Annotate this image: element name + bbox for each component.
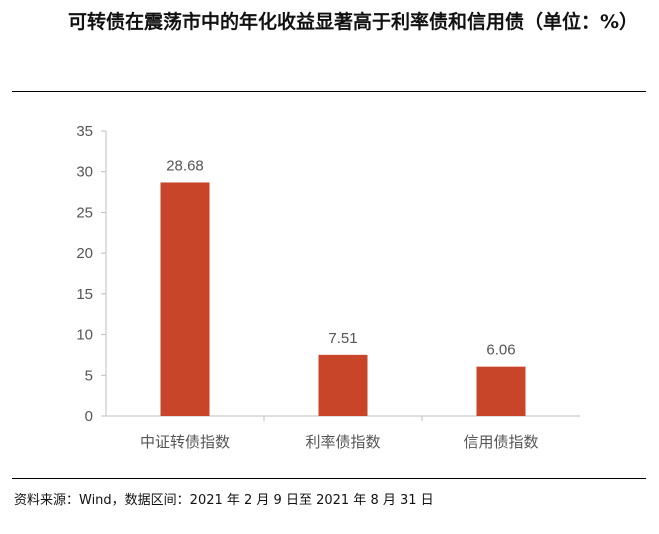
data-label: 28.68 <box>166 157 204 174</box>
y-tick-label: 0 <box>85 408 93 425</box>
bar <box>476 366 526 416</box>
chart-title: 可转债在震荡市中的年化收益显著高于利率债和信用债（单位：%） <box>68 11 639 33</box>
data-label: 7.51 <box>328 330 357 347</box>
y-tick-label: 30 <box>76 164 93 181</box>
y-tick-label: 15 <box>76 286 93 303</box>
data-label: 6.06 <box>486 342 515 359</box>
x-category-label: 中证转债指数 <box>140 433 230 451</box>
y-tick-label: 5 <box>85 367 93 384</box>
x-category-label: 信用债指数 <box>463 433 538 451</box>
y-tick-label: 25 <box>76 204 93 221</box>
y-tick-label: 35 <box>76 123 93 140</box>
x-category-label: 利率债指数 <box>305 433 380 451</box>
y-tick-label: 10 <box>76 327 93 344</box>
bar <box>160 182 210 416</box>
title-divider <box>12 91 646 92</box>
source-note: 资料来源：Wind，数据区间：2021 年 2 月 9 日至 2021 年 8 … <box>14 493 434 508</box>
footer-divider <box>12 478 646 479</box>
bar <box>318 354 368 416</box>
y-tick-label: 20 <box>76 245 93 262</box>
